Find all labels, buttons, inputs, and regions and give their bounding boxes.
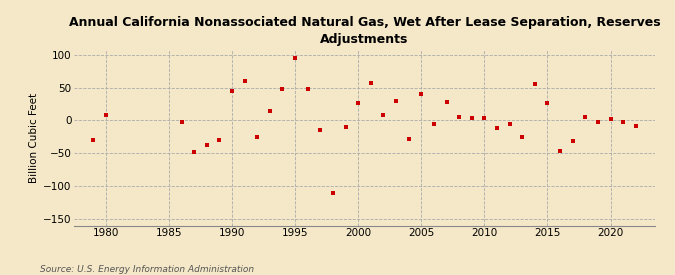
Point <box>630 123 641 128</box>
Point <box>189 150 200 154</box>
Point <box>555 149 566 153</box>
Y-axis label: Billion Cubic Feet: Billion Cubic Feet <box>29 92 38 183</box>
Point <box>529 81 540 86</box>
Point <box>365 81 376 85</box>
Point <box>214 138 225 142</box>
Title: Annual California Nonassociated Natural Gas, Wet After Lease Separation, Reserve: Annual California Nonassociated Natural … <box>69 16 660 46</box>
Point <box>227 89 238 93</box>
Point <box>429 122 439 126</box>
Point <box>416 92 427 96</box>
Point <box>265 108 275 113</box>
Point <box>340 125 351 129</box>
Point <box>252 135 263 139</box>
Point <box>542 100 553 105</box>
Point <box>580 115 591 119</box>
Point <box>391 98 402 103</box>
Point <box>201 142 212 147</box>
Point <box>454 115 464 119</box>
Point <box>403 137 414 141</box>
Point <box>605 117 616 121</box>
Point <box>618 120 628 125</box>
Point <box>176 120 187 125</box>
Point <box>353 101 364 106</box>
Point <box>517 135 528 139</box>
Point <box>315 128 326 133</box>
Point <box>479 116 490 120</box>
Point <box>290 56 300 60</box>
Point <box>504 122 515 126</box>
Point <box>302 87 313 91</box>
Point <box>466 116 477 120</box>
Point <box>441 100 452 104</box>
Point <box>239 79 250 83</box>
Point <box>567 139 578 144</box>
Point <box>593 120 603 124</box>
Point <box>378 113 389 117</box>
Text: Source: U.S. Energy Information Administration: Source: U.S. Energy Information Administ… <box>40 265 254 274</box>
Point <box>327 191 338 195</box>
Point <box>101 113 111 117</box>
Point <box>88 138 99 142</box>
Point <box>491 126 502 131</box>
Point <box>277 87 288 91</box>
